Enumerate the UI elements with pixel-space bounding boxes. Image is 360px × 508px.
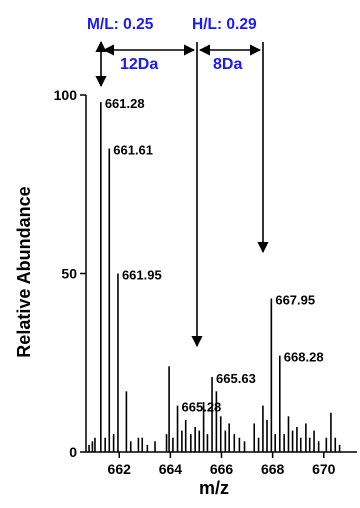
peak-label: 665.63	[216, 371, 256, 386]
peak-labels: 661.28 661.61 661.95 665.28 665.63 667.95 668.…	[105, 96, 324, 414]
y-axis-title: Relative Abundance	[14, 186, 34, 357]
x-axis-title: m/z	[199, 478, 229, 498]
x-ticks: 662 664 666 668 670	[108, 452, 336, 477]
peak-label: 661.61	[113, 143, 153, 158]
hl-ratio-annotation: H/L: 0.29	[192, 16, 257, 33]
peak-label: 668.28	[284, 350, 324, 365]
peak-label: 661.28	[105, 96, 145, 111]
peak-series	[88, 102, 341, 452]
y-tick-label: 50	[61, 266, 77, 282]
x-tick-label: 670	[312, 461, 336, 477]
y-ticks: 0 50 100	[54, 87, 86, 460]
x-tick-label: 664	[159, 461, 183, 477]
peak-label: 665.28	[182, 400, 222, 415]
y-tick-label: 0	[69, 444, 77, 460]
peak-label: 661.95	[122, 268, 162, 283]
ml-ratio-annotation: M/L: 0.25	[87, 16, 154, 33]
peak-label: 667.95	[275, 292, 315, 307]
y-tick-label: 100	[54, 87, 78, 103]
x-tick-label: 666	[210, 461, 234, 477]
hl-delta-label: 8Da	[213, 56, 242, 73]
x-tick-label: 668	[261, 461, 285, 477]
x-tick-label: 662	[108, 461, 132, 477]
ml-delta-label: 12Da	[120, 56, 158, 73]
